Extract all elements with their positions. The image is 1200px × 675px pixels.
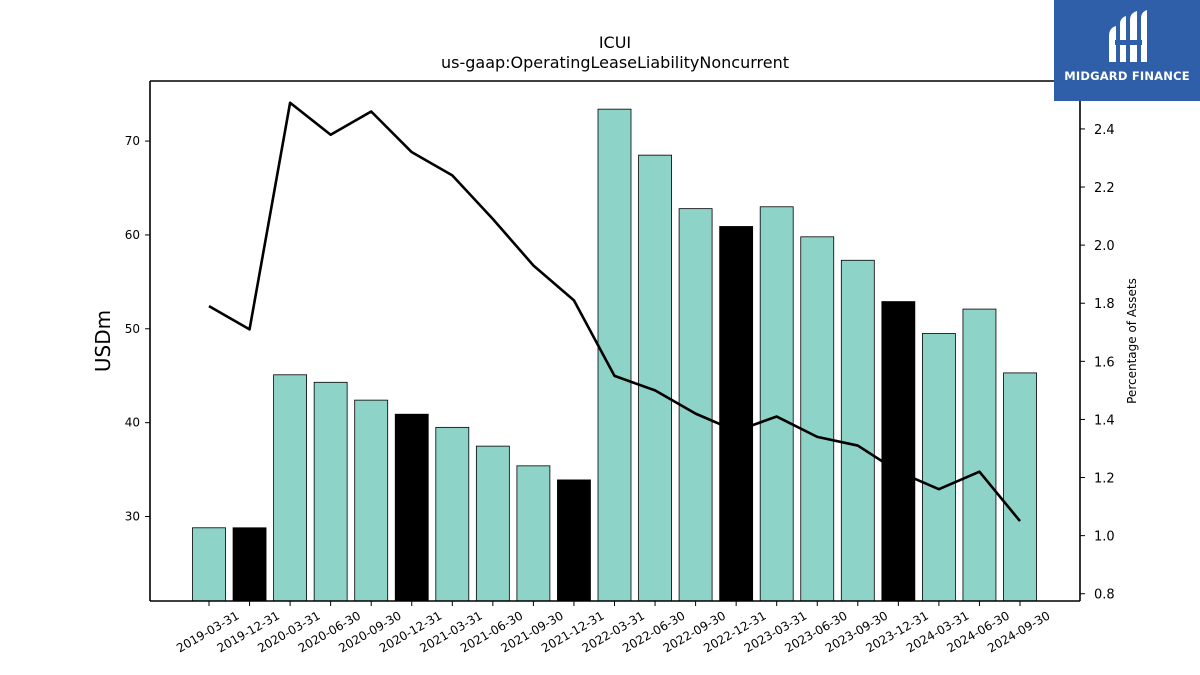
bar bbox=[840, 259, 875, 602]
bar bbox=[557, 479, 591, 602]
chart-subtitle: us-gaap:OperatingLeaseLiabilityNoncurren… bbox=[441, 53, 789, 72]
y2-tick-label: 0.8 bbox=[1094, 588, 1115, 603]
midgard-finance-logo: MIDGARD FINANCE bbox=[1054, 0, 1200, 101]
bar bbox=[678, 208, 713, 602]
midgard-logo-icon bbox=[1109, 10, 1147, 62]
y-tick-label: 70 bbox=[125, 134, 140, 148]
bar bbox=[881, 301, 916, 602]
y-tick-label: 60 bbox=[125, 228, 140, 242]
y2-axis-label: Percentage of Assets bbox=[1125, 278, 1139, 404]
chart-title: ICUI bbox=[599, 33, 631, 52]
plot-area: 30405060700.81.01.21.41.61.82.02.22.4201… bbox=[125, 80, 1115, 655]
y2-tick-label: 2.2 bbox=[1094, 181, 1115, 196]
bar bbox=[800, 236, 835, 602]
bar bbox=[192, 527, 226, 602]
bar bbox=[962, 308, 997, 602]
bar bbox=[273, 374, 308, 602]
bar bbox=[354, 399, 389, 602]
bar bbox=[1003, 372, 1037, 602]
y2-tick-label: 2.0 bbox=[1094, 239, 1115, 254]
bar bbox=[475, 445, 510, 602]
bar bbox=[516, 465, 551, 602]
y2-tick-label: 1.2 bbox=[1094, 472, 1115, 487]
bar bbox=[922, 333, 956, 602]
bar bbox=[719, 226, 754, 602]
y2-tick-label: 1.8 bbox=[1094, 297, 1115, 312]
y2-tick-label: 1.6 bbox=[1094, 355, 1115, 370]
bar bbox=[638, 154, 672, 602]
y-tick-label: 50 bbox=[125, 322, 140, 336]
bar bbox=[394, 413, 429, 602]
bar bbox=[313, 381, 348, 602]
y2-tick-label: 2.4 bbox=[1094, 123, 1115, 138]
logo-text: MIDGARD FINANCE bbox=[1064, 69, 1190, 83]
bar bbox=[232, 527, 267, 602]
y-axis-label: USDm bbox=[91, 310, 115, 372]
bar bbox=[759, 206, 794, 602]
y2-tick-label: 1.4 bbox=[1094, 413, 1115, 428]
bar bbox=[435, 426, 470, 602]
y-tick-label: 40 bbox=[125, 416, 140, 430]
y-tick-label: 30 bbox=[125, 510, 140, 524]
y2-tick-label: 1.0 bbox=[1094, 530, 1115, 545]
